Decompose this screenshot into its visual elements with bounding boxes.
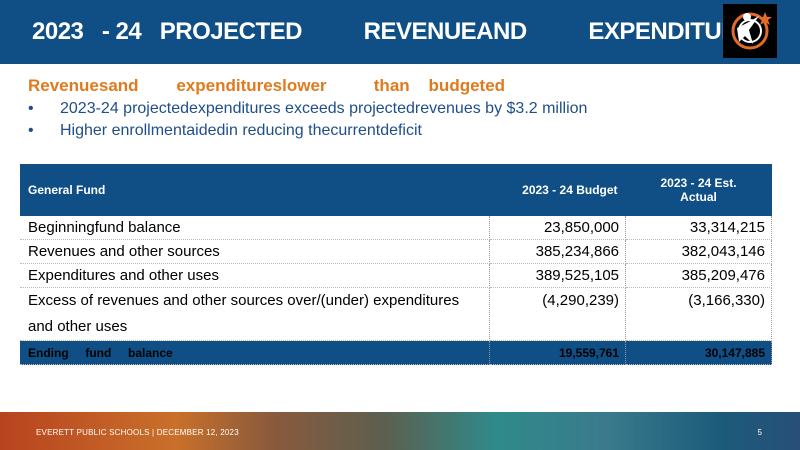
bullet-list: 2023-24 projectedexpenditures exceeds pr… [28,98,587,142]
row-label-line1: Excess of revenues and other sources ove… [28,292,460,309]
row-label: Revenues and other sources [20,239,491,264]
row-label-line2: and other uses [28,318,128,335]
table-row: Revenues and other sources 385,234,866 3… [20,239,772,264]
budget-value: (4,290,239) [489,287,627,341]
bullet-item: Higher enrollmentaidedin reducing thecur… [28,120,587,142]
actual-value: (3,166,330) [625,287,772,341]
ending-balance-row: Ending fund balance 19,559,761 30,147,88… [20,340,772,365]
row-label: Expenditures and other uses [20,263,491,288]
bullet-item: 2023-24 projectedexpenditures exceeds pr… [28,98,587,120]
general-fund-table: General Fund 2023 - 24 Budget 2023 - 24 … [20,164,772,365]
budget-value: 385,234,866 [489,239,627,264]
actual-value: 33,314,215 [625,216,772,240]
table-row: Beginningfund balance 23,850,000 33,314,… [20,216,772,240]
budget-value: 23,850,000 [489,216,627,240]
footer-text: EVERETT PUBLIC SCHOOLS | DECEMBER 12, 20… [36,428,239,437]
header-est-actual: 2023 - 24 Est. Actual [625,164,772,216]
page-number: 5 [757,428,762,437]
slide-title: 2023 - 24 PROJECTED REVENUEAND EXPENDITU… [32,18,754,45]
footer-band [0,412,800,450]
row-label: Ending fund balance [20,340,491,365]
actual-value: 385,209,476 [625,263,772,288]
budget-value: 389,525,105 [489,263,627,288]
row-label: Beginningfund balance [20,216,491,240]
subheading: Revenuesand expenditureslower than budge… [28,76,506,95]
row-label: Excess of revenues and other sources ove… [20,287,491,341]
header-budget: 2023 - 24 Budget [489,164,626,216]
table-header-row: General Fund 2023 - 24 Budget 2023 - 24 … [20,164,772,216]
actual-value: 30,147,885 [625,340,772,365]
actual-value: 382,043,146 [625,239,772,264]
logo-icon [723,4,777,58]
header-general-fund: General Fund [20,164,490,216]
table-row: Expenditures and other uses 389,525,105 … [20,263,772,288]
title-bar: 2023 - 24 PROJECTED REVENUEAND EXPENDITU… [0,0,800,64]
table-row: Excess of revenues and other sources ove… [20,287,772,341]
budget-value: 19,559,761 [489,340,627,365]
